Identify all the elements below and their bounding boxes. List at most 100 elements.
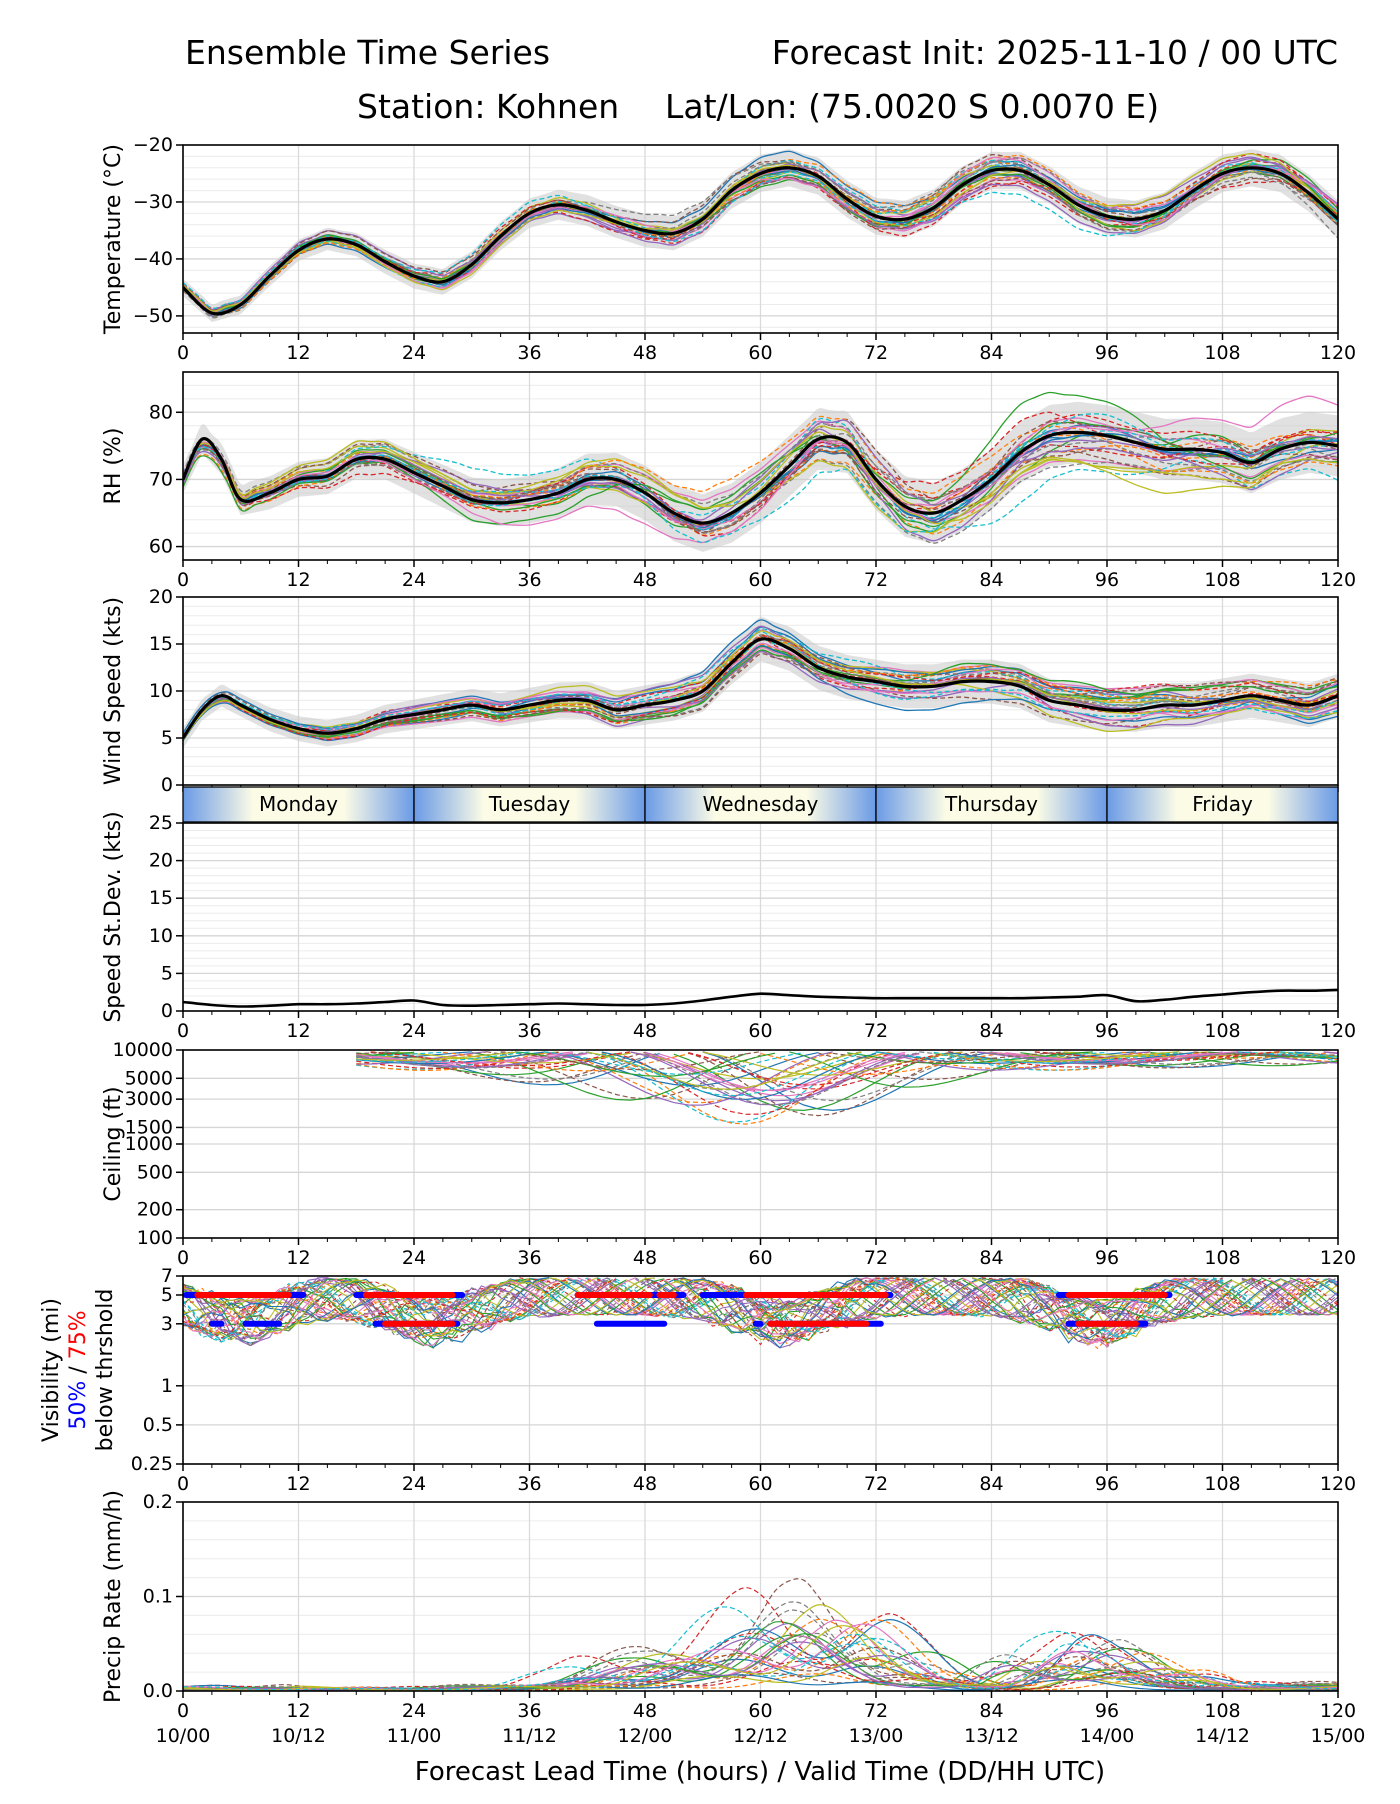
y-tick-label: 10 bbox=[149, 925, 173, 947]
x-tick-label: 96 bbox=[1095, 1247, 1119, 1269]
axes-frame bbox=[182, 371, 1339, 561]
y-tick-label: 15 bbox=[149, 633, 173, 655]
weekday-cell bbox=[875, 786, 1108, 823]
y-tick-label: −50 bbox=[133, 305, 173, 327]
y-axis-label: below thrshold bbox=[93, 1289, 118, 1452]
x-tick-label: 24 bbox=[402, 1247, 426, 1269]
y-axis-label: Visibility (mi) bbox=[39, 1298, 64, 1442]
x-tick-label: 36 bbox=[517, 1247, 541, 1269]
speed-stdev-line bbox=[183, 988, 1338, 1008]
chart-title-left: Ensemble Time Series bbox=[185, 33, 550, 72]
axes-frame bbox=[182, 1501, 1339, 1692]
visibility-member-line bbox=[183, 1277, 1320, 1340]
x-tick-label: 24 bbox=[402, 1473, 426, 1495]
axes-frame bbox=[182, 1049, 1339, 1239]
ensemble-member-line bbox=[183, 653, 1338, 739]
y-tick-label: 0 bbox=[161, 1000, 173, 1022]
visibility-member-line bbox=[183, 1277, 1338, 1343]
weekday-label: Wednesday bbox=[703, 792, 819, 816]
x-tick-label: 24 bbox=[402, 1700, 426, 1722]
precip-member-line bbox=[183, 1660, 1338, 1691]
y-tick-label: 500 bbox=[137, 1161, 173, 1183]
weekday-label: Tuesday bbox=[488, 792, 571, 816]
y-tick-label: −20 bbox=[133, 134, 173, 156]
x-tick-label: 36 bbox=[517, 1020, 541, 1042]
x-tick-label: 120 bbox=[1320, 569, 1356, 591]
weekday-cell bbox=[413, 786, 646, 823]
x-tick-label: 60 bbox=[748, 1700, 772, 1722]
weekday-strip: Monday Tuesday Wednesday Thursday Friday bbox=[182, 786, 1339, 823]
visibility-member-line bbox=[183, 1277, 1338, 1346]
valid-time-tick-label: 14/12 bbox=[1195, 1725, 1250, 1747]
y-tick-label: 5000 bbox=[125, 1067, 173, 1089]
ceiling-member-line bbox=[356, 1051, 1338, 1097]
ensemble-member-line bbox=[183, 649, 1338, 741]
x-tick-label: 24 bbox=[402, 569, 426, 591]
x-tick-label: 72 bbox=[864, 1473, 888, 1495]
precip-member-line bbox=[183, 1623, 1338, 1691]
x-tick-label: 0 bbox=[177, 1700, 189, 1722]
y-tick-label: 0.25 bbox=[131, 1453, 173, 1475]
rh-panel: 60 70 80 0 12 24 36 48 60 72 84 96 108 120 RH (%) bbox=[101, 371, 1356, 591]
x-tick-label: 84 bbox=[979, 569, 1003, 591]
x-tick-label: 24 bbox=[402, 342, 426, 364]
valid-time-tick-label: 13/12 bbox=[964, 1725, 1019, 1747]
ensemble-member-line bbox=[183, 420, 1338, 533]
x-tick-label: 48 bbox=[633, 1473, 657, 1495]
x-tick-label: 48 bbox=[633, 569, 657, 591]
x-tick-label: 36 bbox=[517, 1473, 541, 1495]
percentile-legend: 50% / 75% bbox=[66, 1310, 91, 1429]
x-tick-label: 0 bbox=[177, 342, 189, 364]
x-tick-label: 0 bbox=[177, 569, 189, 591]
ensemble-member-line bbox=[183, 166, 1338, 315]
y-tick-label: 5 bbox=[161, 962, 173, 984]
y-tick-label: 10000 bbox=[113, 1039, 173, 1061]
y-tick-label: 100 bbox=[137, 1227, 173, 1249]
ceiling-member-line bbox=[356, 1051, 1338, 1125]
y-tick-label: 1500 bbox=[125, 1116, 173, 1138]
x-tick-label: 48 bbox=[633, 1020, 657, 1042]
ensemble-member-line bbox=[183, 419, 1338, 527]
y-axis-label: Precip Rate (mm/h) bbox=[101, 1490, 126, 1703]
y-tick-label: 0.5 bbox=[143, 1414, 173, 1436]
x-tick-label: 84 bbox=[979, 342, 1003, 364]
y-tick-label: 5 bbox=[161, 727, 173, 749]
y-tick-label: 80 bbox=[149, 401, 173, 423]
ensemble-member-line bbox=[183, 413, 1338, 544]
x-axis-label: Forecast Lead Time (hours) / Valid Time … bbox=[415, 1757, 1105, 1787]
bottom-time-axis: 10/00 10/12 11/00 11/12 12/00 12/12 13/00 13/12… bbox=[156, 1725, 1366, 1747]
x-tick-label: 48 bbox=[633, 342, 657, 364]
y-tick-label: 20 bbox=[149, 850, 173, 872]
y-axis-label: Temperature (°C) bbox=[101, 144, 126, 335]
valid-time-tick-label: 15/00 bbox=[1311, 1725, 1366, 1747]
ensemble-mean-line bbox=[183, 166, 1338, 316]
axes-frame bbox=[182, 1275, 1339, 1465]
ensemble-member-line bbox=[183, 433, 1338, 534]
y-axis-label: RH (%) bbox=[101, 428, 126, 505]
x-tick-label: 108 bbox=[1204, 1247, 1240, 1269]
speed-stdev-panel: 0 5 10 15 20 25 0 12 24 36 48 60 72 84 96 108 120 Speed S… bbox=[101, 811, 1356, 1042]
x-tick-label: 120 bbox=[1320, 1473, 1356, 1495]
precip-member-line bbox=[183, 1625, 1338, 1691]
visibility-member-line bbox=[183, 1277, 1338, 1348]
valid-time-tick-label: 11/12 bbox=[502, 1725, 557, 1747]
visibility-member-line bbox=[183, 1277, 1338, 1349]
x-tick-label: 120 bbox=[1320, 1700, 1356, 1722]
x-tick-label: 108 bbox=[1204, 569, 1240, 591]
x-tick-label: 120 bbox=[1320, 342, 1356, 364]
ceiling-member-line bbox=[356, 1051, 1338, 1071]
x-tick-label: 96 bbox=[1095, 1020, 1119, 1042]
ensemble-member-line bbox=[183, 415, 1338, 511]
ceiling-member-line bbox=[356, 1051, 1338, 1100]
ceiling-member-line bbox=[356, 1051, 1338, 1090]
ensemble-member-line bbox=[183, 425, 1338, 542]
x-tick-label: 108 bbox=[1204, 1020, 1240, 1042]
valid-time-tick-label: 14/00 bbox=[1080, 1725, 1135, 1747]
x-tick-label: 12 bbox=[286, 342, 310, 364]
weekday-label: Monday bbox=[259, 792, 338, 816]
x-tick-label: 72 bbox=[864, 342, 888, 364]
y-tick-label: 0.0 bbox=[143, 1680, 173, 1702]
x-tick-label: 36 bbox=[517, 569, 541, 591]
y-tick-label: 3 bbox=[161, 1313, 173, 1335]
